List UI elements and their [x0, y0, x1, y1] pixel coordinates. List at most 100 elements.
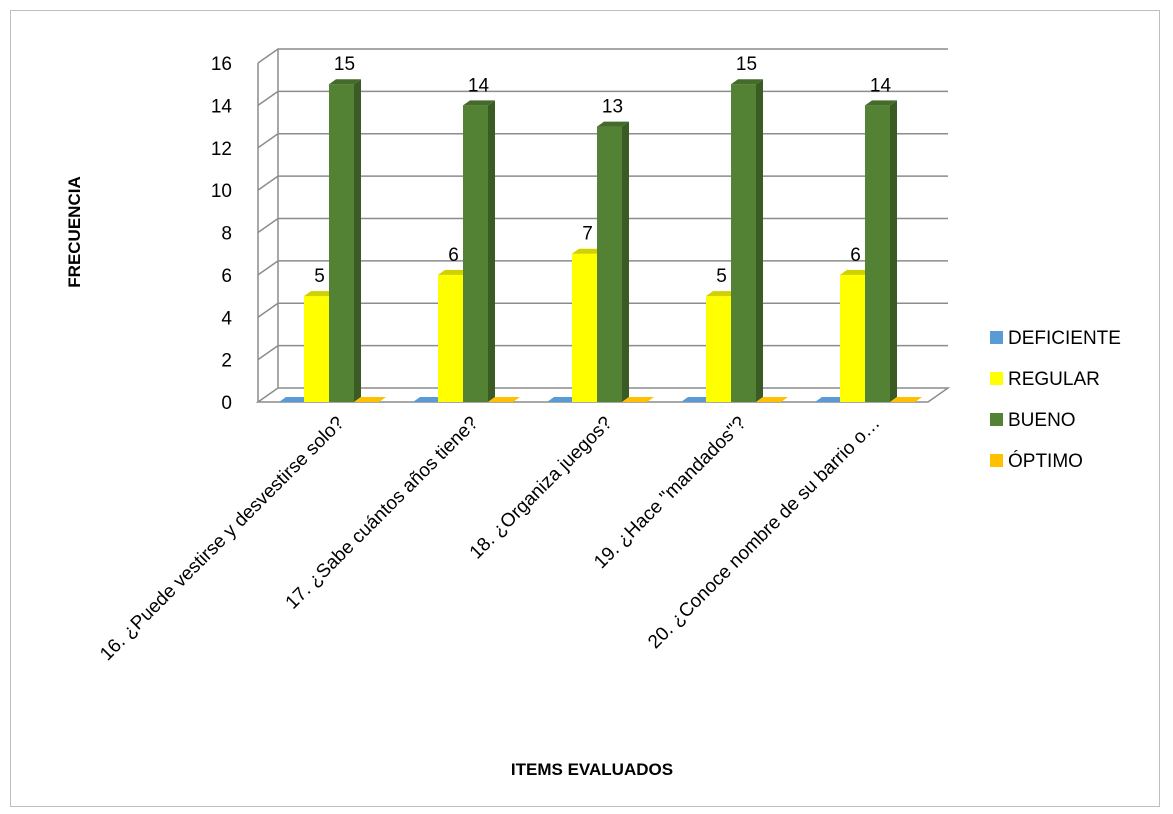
y-tick-label: 14	[211, 96, 233, 117]
legend-label: DEFICIENTE	[1008, 328, 1121, 349]
data-labels: 5 15 6 14 7 13 5 15 6 14	[314, 54, 891, 287]
legend-label: BUENO	[1008, 410, 1076, 431]
legend-label: ÓPTIMO	[1008, 450, 1083, 472]
bar-zero	[815, 397, 847, 402]
y-tick-label: 12	[211, 139, 232, 160]
bar-front	[463, 105, 488, 402]
bar-zero	[681, 397, 713, 402]
legend-swatch	[990, 331, 1003, 344]
bar-side	[622, 121, 629, 402]
bar	[329, 79, 361, 402]
gridline	[257, 217, 948, 234]
data-label: 14	[468, 75, 490, 96]
y-tick-label: 4	[221, 308, 232, 329]
bar	[865, 100, 897, 402]
bar-front	[706, 296, 731, 402]
bar-top	[597, 121, 629, 127]
bar-side	[488, 100, 495, 402]
legend-swatch	[990, 372, 1003, 385]
bar-top	[304, 291, 336, 297]
bar-top	[572, 248, 604, 254]
legend-item: DEFICIENTE	[990, 328, 1121, 349]
legend: DEFICIENTE REGULAR BUENO ÓPTIMO	[990, 328, 1121, 472]
y-tick-label: 8	[221, 224, 232, 245]
bar-top	[463, 100, 495, 106]
bars	[279, 79, 922, 402]
bar-zero	[488, 397, 520, 402]
bar-zero	[890, 397, 922, 402]
bar	[890, 397, 922, 402]
gridline	[257, 260, 948, 276]
bar	[756, 397, 788, 402]
bar-front	[304, 296, 329, 402]
bar-side	[756, 79, 763, 402]
x-tick-label: 20. ¿Conoce nombre de su barrio o…	[644, 413, 884, 653]
bar-front	[597, 126, 622, 402]
bar	[731, 79, 763, 402]
bar-zero	[279, 397, 311, 402]
x-tick-label: 18. ¿Organiza juegos?	[466, 413, 617, 564]
data-label: 6	[448, 245, 459, 266]
gridline	[257, 90, 948, 106]
y-tick-label: 0	[221, 393, 232, 414]
x-tick-label: 16. ¿Puede vestirse y desvestirse solo?	[96, 413, 348, 665]
y-tick-label: 10	[211, 181, 232, 202]
y-tick-label: 2	[221, 351, 232, 372]
bar	[622, 397, 654, 402]
data-label: 7	[582, 224, 593, 245]
bar-front	[865, 105, 890, 402]
bar-zero	[354, 397, 386, 402]
x-tick-label: 19. ¿Hace "mandados"?	[590, 413, 750, 573]
bar	[279, 397, 311, 402]
data-label: 6	[850, 245, 861, 266]
bar-front	[731, 84, 756, 402]
bar-side	[354, 79, 361, 402]
bar	[815, 397, 847, 402]
x-axis-ticks: 16. ¿Puede vestirse y desvestirse solo? 1…	[96, 413, 884, 665]
gridline	[257, 175, 948, 191]
bar-front	[438, 274, 463, 402]
y-axis-ticks: 0 2 4 6 8 10 12 14 16	[211, 54, 233, 414]
bar-top	[731, 79, 763, 85]
bar	[488, 397, 520, 402]
bar-zero	[547, 397, 579, 402]
bar-top	[840, 269, 872, 275]
bar	[547, 397, 579, 402]
bar	[597, 121, 629, 402]
data-label: 13	[602, 97, 623, 118]
bar-top	[438, 269, 470, 275]
bar	[681, 397, 713, 402]
y-tick-label: 6	[221, 266, 232, 287]
bar-top	[329, 79, 361, 85]
bar	[354, 397, 386, 402]
x-axis-title: ITEMS EVALUADOS	[511, 760, 673, 779]
bar-front	[572, 253, 597, 402]
data-label: 5	[716, 266, 727, 287]
bar-top	[706, 291, 738, 297]
data-label: 5	[314, 266, 325, 287]
bar-zero	[413, 397, 445, 402]
data-label: 14	[870, 75, 892, 96]
bar-zero	[756, 397, 788, 402]
data-label: 15	[334, 54, 355, 75]
bar-top	[865, 100, 897, 106]
legend-item: REGULAR	[990, 369, 1100, 390]
data-label: 15	[736, 54, 757, 75]
bar-side	[890, 100, 897, 402]
y-axis-title: FRECUENCIA	[65, 176, 84, 287]
bar-front	[840, 274, 865, 402]
bar-zero	[622, 397, 654, 402]
legend-swatch	[990, 413, 1003, 426]
legend-label: REGULAR	[1008, 369, 1100, 390]
gridline	[257, 48, 948, 64]
chart-frame	[10, 10, 1160, 807]
legend-item: ÓPTIMO	[990, 450, 1083, 472]
gridline	[257, 133, 948, 149]
legend-item: BUENO	[990, 410, 1076, 431]
y-tick-label: 16	[211, 54, 232, 75]
bar	[413, 397, 445, 402]
bar-front	[329, 84, 354, 402]
bar	[463, 100, 495, 402]
legend-swatch	[990, 454, 1003, 467]
